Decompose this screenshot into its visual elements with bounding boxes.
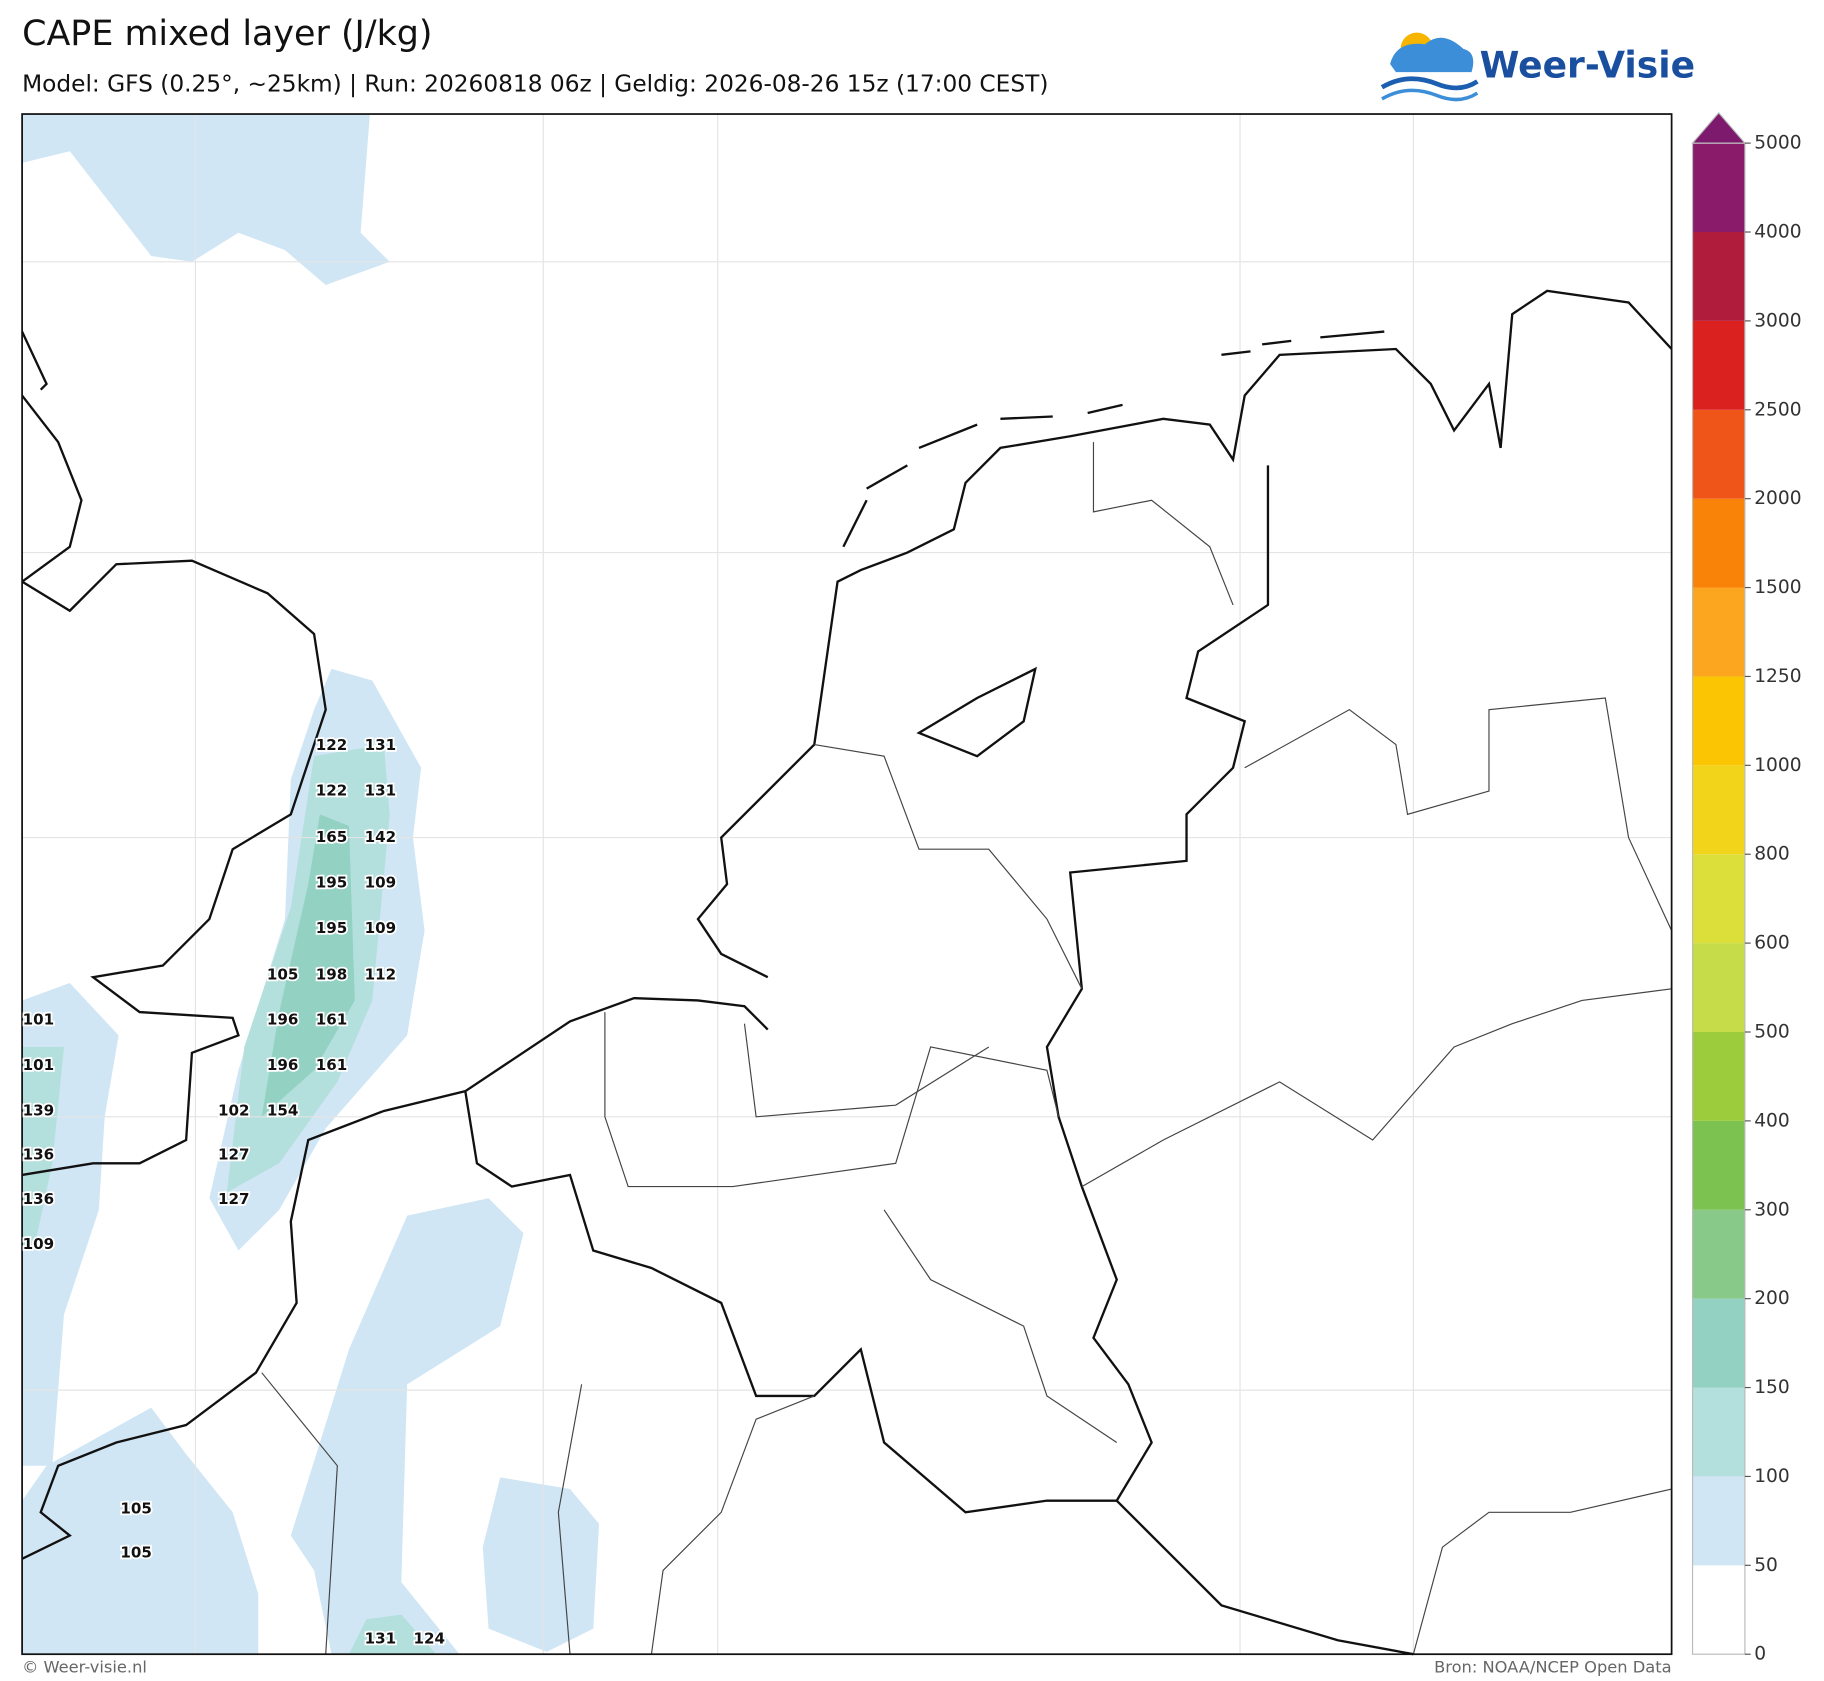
value-label: 195 (316, 873, 348, 891)
colorbar-band (1692, 143, 1745, 233)
colorbar-extend (1691, 111, 1747, 144)
value-label: 109 (365, 919, 397, 937)
colorbar-tick-label: 200 (1754, 1288, 1790, 1309)
colorbar-band (1692, 943, 1745, 1032)
value-label: 196 (267, 1011, 299, 1029)
value-label: 139 (23, 1101, 55, 1119)
value-label: 198 (316, 965, 348, 983)
colorbar-band (1692, 587, 1745, 677)
colorbar-tick-label: 2000 (1754, 488, 1801, 509)
colorbar-band (1692, 854, 1745, 944)
colorbar-tick-label: 600 (1754, 933, 1790, 954)
colorbar-band (1692, 409, 1745, 499)
colorbar-band (1692, 232, 1745, 321)
colorbar-tick-label: 0 (1754, 1644, 1766, 1665)
value-label: 131 (365, 782, 397, 800)
logo: Weer-Visie (1380, 32, 1695, 102)
footer-right: Bron: NOAA/NCEP Open Data (1434, 1658, 1672, 1677)
colorbar-tick-label: 1250 (1754, 666, 1801, 687)
value-label: 109 (23, 1235, 55, 1253)
colorbar-tick-label: 500 (1754, 1021, 1790, 1042)
value-label: 196 (267, 1056, 299, 1074)
colorbar-tick-label: 50 (1754, 1555, 1778, 1576)
colorbar-tick-label: 100 (1754, 1466, 1790, 1487)
value-label: 127 (218, 1146, 250, 1164)
colorbar-band (1692, 1476, 1745, 1566)
value-label: 112 (365, 965, 397, 983)
colorbar-tick-label: 300 (1754, 1199, 1790, 1220)
value-label: 136 (23, 1190, 55, 1208)
colorbar-tick-label: 1000 (1754, 755, 1801, 776)
map (21, 113, 1673, 1656)
value-label: 122 (316, 782, 348, 800)
value-label: 105 (267, 965, 299, 983)
value-label: 154 (267, 1101, 299, 1119)
colorbar-tick-label: 2500 (1754, 399, 1801, 420)
value-label: 124 (413, 1630, 445, 1648)
value-label: 136 (23, 1146, 55, 1164)
value-label: 131 (365, 736, 397, 754)
colorbar-band (1692, 1565, 1745, 1655)
cape-fill (22, 114, 600, 1655)
coastlines (21, 289, 1673, 1656)
colorbar-tick-label: 800 (1754, 844, 1790, 865)
value-label: 101 (23, 1056, 55, 1074)
colorbar-tick-label: 3000 (1754, 310, 1801, 331)
colorbar-tick-label: 1500 (1754, 577, 1801, 598)
value-label: 105 (120, 1499, 152, 1517)
colorbar-tick-label: 5000 (1754, 133, 1801, 154)
value-label: 165 (316, 828, 348, 846)
value-label: 122 (316, 736, 348, 754)
value-label: 142 (365, 828, 397, 846)
value-label: 161 (316, 1011, 348, 1029)
value-label: 109 (365, 873, 397, 891)
value-label: 102 (218, 1101, 250, 1119)
footer-left: © Weer-visie.nl (22, 1658, 147, 1677)
colorbar-band (1692, 765, 1745, 855)
colorbar: 0 50 100 150 200 300 400 500 600 800 1000 1250 1500 2… (1691, 111, 1802, 1665)
value-labels: 122 131 122 131 165 142 195 109 195 109 105 198 112 1… (21, 734, 447, 1649)
logo-text: Weer-Visie (1480, 45, 1695, 87)
colorbar-band (1692, 320, 1745, 410)
subtitle: Model: GFS (0.25°, ~25km) | Run: 2026081… (22, 70, 1048, 97)
value-label: 195 (316, 919, 348, 937)
colorbar-band (1692, 1120, 1745, 1210)
colorbar-tick-label: 150 (1754, 1377, 1790, 1398)
value-label: 131 (365, 1630, 397, 1648)
value-label: 161 (316, 1056, 348, 1074)
colorbar-band (1692, 1031, 1745, 1121)
colorbar-band (1692, 1387, 1745, 1477)
graticule (22, 114, 1672, 1655)
title: CAPE mixed layer (J/kg) (22, 14, 432, 54)
value-label: 101 (23, 1011, 55, 1029)
colorbar-band (1692, 1298, 1745, 1388)
value-label: 105 (120, 1544, 152, 1562)
colorbar-tick-label: 400 (1754, 1110, 1790, 1131)
colorbar-band (1692, 498, 1745, 588)
colorbar-band (1692, 676, 1745, 766)
borders (261, 442, 1673, 1655)
colorbar-tick-label: 4000 (1754, 222, 1801, 243)
value-label: 127 (218, 1190, 250, 1208)
colorbar-frame (1691, 142, 1746, 1655)
colorbar-band (1692, 1209, 1745, 1299)
